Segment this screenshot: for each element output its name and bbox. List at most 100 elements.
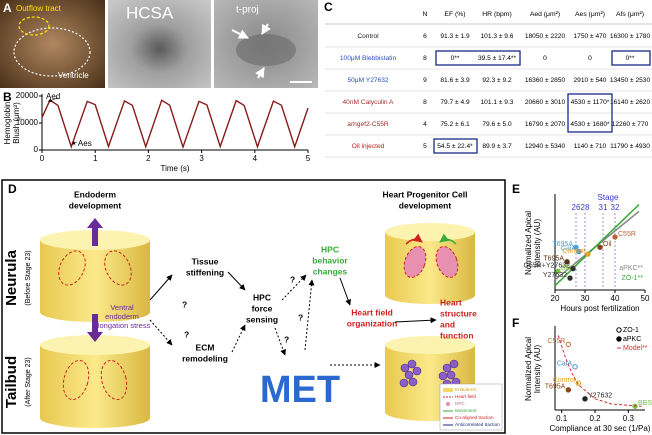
highlight-box [611,50,651,66]
data-point [565,387,572,393]
table-cell: 0 [543,55,547,62]
photo [108,0,211,88]
y-axis-label: Intensity (AU) [533,344,542,393]
annotation: Aes [78,139,92,148]
arrow [231,324,246,353]
panel-label: E [512,182,520,196]
table-cell: 13450 ± 2530 [610,77,651,84]
table-cell: 89.9 ± 3.7 [482,143,512,150]
stage-tick-label: 32 [611,203,620,212]
point-label: C55R [618,231,636,238]
table-cell: 6 [423,33,427,40]
panel-d: D Neurula (Before Stage 23) Tailbud (Aft… [1,179,506,434]
legend-marker [616,327,622,333]
movement-arrow [405,233,423,245]
y-tick-label: 10000 [16,118,39,127]
data-point [555,268,561,274]
stage-tick-label: 28 [581,203,590,212]
heart-field [435,246,459,278]
x-tick-label: 0.2 [589,414,601,423]
question-mark: ? [298,312,303,322]
legend-text: Co-aligned traction [455,415,494,420]
table-cell: 1750 ± 470 [574,33,607,40]
y-axis-label: Blush (μm²) [12,102,21,144]
table-cell: 75.2 ± 6.1 [440,121,470,128]
node-text: Heart field [351,307,393,317]
arrow [149,319,173,346]
table-header: Aes (μm²) [575,11,605,18]
data-point [575,380,582,386]
point-label: Y27632 [543,272,567,279]
panel-label: A [3,1,12,15]
table-cell: 54.5 ± 22.4* [437,143,473,150]
legend-text: ZO-1** [622,275,644,282]
x-tick-label: 50 [641,294,650,303]
table-cell: 16140 ± 2620 [610,99,651,106]
data-point [612,234,618,240]
node-text: stiffening [186,267,224,277]
arrow [339,277,351,306]
point-label: Control [562,248,585,255]
node-text: Ventral [110,303,134,312]
stage-label: Neurula [3,249,20,306]
photo-label: Ventricle [58,71,89,80]
point-label: T695A [552,241,573,248]
stage-tick-label: 26 [572,203,581,212]
table-header: Afs (μm²) [616,11,644,18]
table-cell: 12940 ± 5340 [525,143,566,150]
legend-swatch [446,402,450,406]
question-mark: ? [290,274,295,284]
node-text: and [440,319,455,329]
node-text: ECM [196,342,215,352]
data-line [41,99,309,150]
legend-marker [616,336,622,342]
movement-arrow [439,233,457,245]
legend-text: Model** [623,345,648,352]
x-tick-label: 0 [40,154,45,163]
table-cell: 0** [451,55,460,62]
data-point [567,275,573,281]
x-tick-label: 40 [611,294,620,303]
table-cell: 1140 ± 710 [574,143,607,150]
node-text: organization [347,318,398,328]
point-label: Control [553,377,576,384]
highlight-box [433,138,478,154]
stage-tick-label: 31 [599,203,608,212]
node-text: changes [313,266,348,276]
x-axis-label: Time (s) [160,164,189,173]
embryo-cylinder [40,240,150,322]
data-point [570,265,576,272]
data-point [576,248,582,255]
legend-text: Anticorrelated traction [455,422,500,427]
row-label: Control [357,33,379,40]
panel-label: F [512,316,519,330]
cylinder-top [385,336,475,354]
cylinder-top [40,335,150,355]
photo-label: Outflow tract [16,4,62,13]
point-label: CalA [561,245,577,252]
cylinder-top [385,223,475,241]
table-cell: 101.1 ± 9.3 [481,99,514,106]
table-cell: 91.3 ± 1.9 [440,33,470,40]
legend-text: Endoderm [455,387,476,392]
arrow [394,317,437,324]
table-cell: 79.6 ± 5.0 [482,121,512,128]
heart-field [100,359,128,401]
photo [0,0,105,88]
table-header: HR (bpm) [482,11,511,18]
data-point [572,364,578,370]
arrow [274,327,286,356]
table-cell: 79.7 ± 4.9 [440,99,470,106]
table-cell: 11790 ± 4930 [610,143,650,150]
node-text: function [440,330,474,340]
ventricle-outline [13,27,91,77]
table-cell: 4 [423,121,427,128]
point-label: T695A [543,256,564,263]
table-cell: 16790 ± 2070 [525,121,566,128]
point-label: C55R [547,338,565,345]
point-label: BBS [561,265,575,272]
row-label: 100μM Blebbistatin [340,55,397,62]
node-text: elongation stress [94,321,151,330]
table-header: N [423,11,428,18]
